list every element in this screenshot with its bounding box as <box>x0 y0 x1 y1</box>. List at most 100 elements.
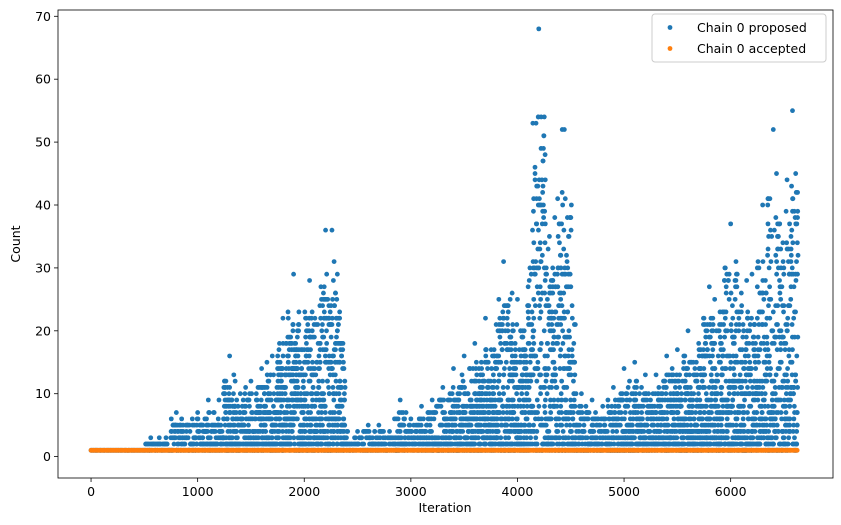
proposed-point <box>752 429 758 434</box>
proposed-point <box>712 366 718 371</box>
proposed-point <box>559 221 564 227</box>
proposed-point <box>505 322 511 327</box>
proposed-point <box>556 416 562 422</box>
proposed-point <box>337 309 343 315</box>
proposed-point <box>330 366 335 371</box>
proposed-point <box>778 359 784 365</box>
proposed-point <box>646 391 651 397</box>
proposed-point <box>543 265 549 271</box>
proposed-point <box>242 410 248 415</box>
proposed-point <box>295 366 300 371</box>
proposed-point <box>294 334 300 340</box>
proposed-point <box>240 397 246 403</box>
proposed-point <box>569 303 575 309</box>
proposed-point <box>768 366 773 371</box>
proposed-point <box>640 416 645 422</box>
proposed-point <box>541 215 547 220</box>
proposed-point <box>541 328 547 334</box>
proposed-point <box>565 265 571 271</box>
proposed-point <box>450 385 456 390</box>
proposed-point <box>522 422 528 428</box>
proposed-point <box>495 429 501 434</box>
proposed-point <box>508 334 514 340</box>
proposed-point <box>503 359 509 365</box>
proposed-point <box>383 441 388 447</box>
proposed-point <box>542 385 548 390</box>
proposed-point <box>304 391 310 397</box>
proposed-point <box>617 422 623 428</box>
proposed-point <box>326 391 332 397</box>
proposed-point <box>738 309 744 315</box>
proposed-point <box>614 429 620 434</box>
proposed-point <box>283 385 288 390</box>
proposed-point <box>562 315 567 321</box>
proposed-point <box>640 403 646 409</box>
proposed-point <box>761 296 767 302</box>
proposed-point <box>509 416 515 422</box>
proposed-point <box>330 385 336 390</box>
proposed-point <box>258 397 264 403</box>
proposed-point <box>704 328 710 334</box>
proposed-point <box>326 385 331 390</box>
proposed-point <box>570 410 576 415</box>
proposed-point <box>715 353 721 359</box>
proposed-point <box>264 385 270 390</box>
proposed-point <box>510 322 516 327</box>
proposed-point <box>526 278 532 283</box>
proposed-point <box>618 410 624 415</box>
proposed-point <box>510 397 516 403</box>
proposed-point <box>332 410 337 415</box>
proposed-point <box>739 385 745 390</box>
proposed-point <box>519 391 525 397</box>
proposed-point <box>308 410 313 415</box>
proposed-point <box>286 353 291 359</box>
proposed-point <box>537 240 543 246</box>
proposed-point <box>275 353 281 359</box>
proposed-point <box>309 328 315 334</box>
proposed-point <box>545 296 550 302</box>
proposed-point <box>342 378 348 384</box>
proposed-point <box>551 315 557 321</box>
proposed-point <box>707 359 713 365</box>
proposed-point <box>677 372 683 378</box>
proposed-point <box>755 397 761 403</box>
proposed-point <box>319 322 325 327</box>
proposed-point <box>767 284 773 290</box>
proposed-point <box>337 315 343 321</box>
proposed-point <box>750 435 756 441</box>
proposed-point <box>745 309 751 315</box>
proposed-point <box>724 429 730 434</box>
proposed-point <box>478 359 484 365</box>
proposed-point <box>321 391 327 397</box>
proposed-point <box>701 366 707 371</box>
proposed-point <box>745 410 750 415</box>
proposed-point <box>536 403 542 409</box>
proposed-point <box>704 403 709 409</box>
proposed-point <box>322 403 328 409</box>
proposed-point <box>480 385 485 390</box>
proposed-point <box>537 347 543 353</box>
proposed-point <box>747 359 753 365</box>
proposed-point <box>755 334 761 340</box>
proposed-point <box>538 259 544 265</box>
proposed-point <box>705 347 710 353</box>
proposed-point <box>331 429 337 434</box>
proposed-point <box>200 435 206 441</box>
proposed-point <box>531 315 537 321</box>
proposed-point <box>330 278 336 283</box>
proposed-point <box>462 385 467 390</box>
proposed-point <box>702 385 708 390</box>
proposed-point <box>550 278 556 283</box>
proposed-point <box>438 403 444 409</box>
proposed-point <box>320 303 325 309</box>
proposed-point <box>771 340 777 346</box>
proposed-point <box>525 315 531 321</box>
proposed-point <box>530 372 536 378</box>
proposed-point <box>554 385 560 390</box>
proposed-point <box>665 422 671 428</box>
proposed-point <box>458 435 463 441</box>
proposed-point <box>540 158 546 164</box>
proposed-point <box>785 441 791 447</box>
proposed-point <box>334 296 340 302</box>
proposed-point <box>562 196 568 202</box>
